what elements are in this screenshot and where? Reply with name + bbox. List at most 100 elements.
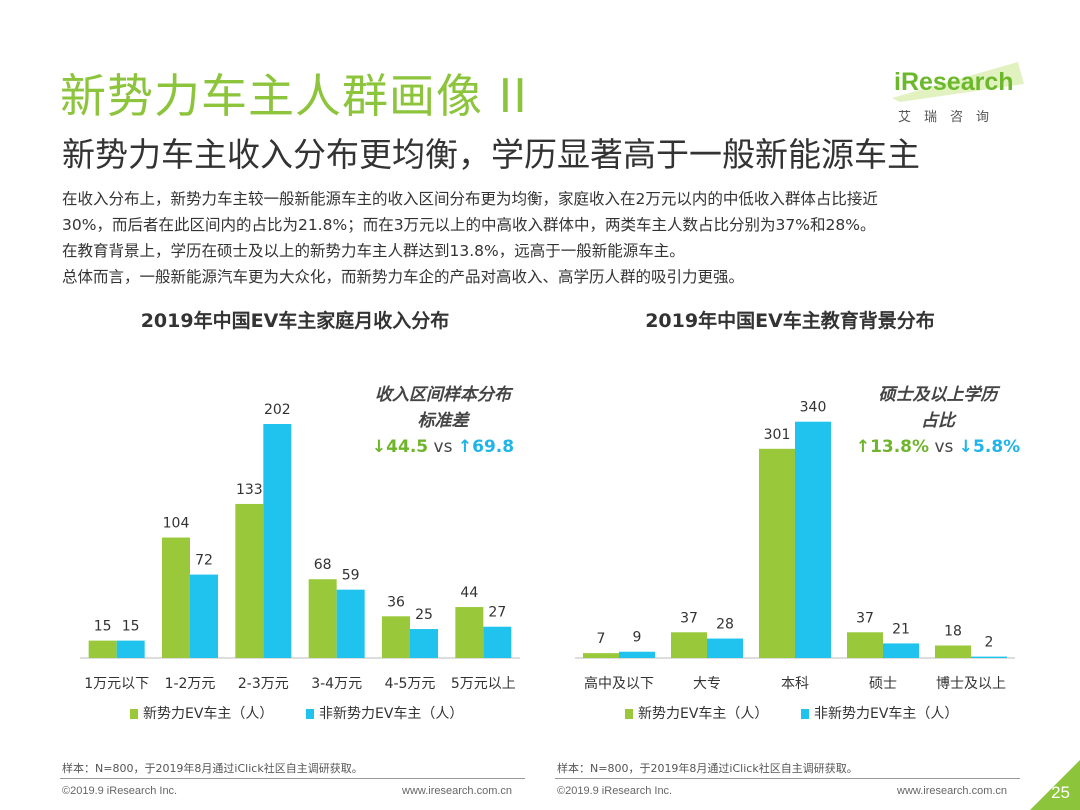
data-label-0-2: 301 bbox=[764, 427, 791, 443]
annotation-values: ↓44.5 vs ↑69.8 bbox=[372, 437, 514, 457]
page-number: 25 bbox=[1051, 783, 1070, 802]
data-label-1-0: 15 bbox=[122, 619, 140, 635]
data-label-0-1: 37 bbox=[680, 610, 698, 626]
footer-copyright-right: ©2019.9 iResearch Inc. bbox=[557, 785, 673, 797]
legend-swatch-0 bbox=[625, 709, 633, 719]
legend-label-0: 新势力EV车主（人） bbox=[638, 705, 768, 722]
bar-non-new-force-2 bbox=[795, 421, 831, 658]
bar-non-new-force-3 bbox=[883, 643, 919, 658]
iresearch-logo: iResearch 艾瑞咨询 bbox=[890, 58, 1030, 128]
annotation-values: ↑13.8% vs ↓5.8% bbox=[856, 437, 1020, 457]
legend-swatch-1 bbox=[306, 709, 314, 719]
data-label-1-1: 72 bbox=[195, 553, 213, 569]
data-label-1-3: 21 bbox=[892, 621, 910, 637]
paragraph-3: 在教育背景上，学历在硕士及以上的新势力车主人群达到13.8%，远高于一般新能源车… bbox=[62, 242, 685, 260]
bar-non-new-force-3 bbox=[336, 589, 365, 658]
bar-non-new-force-1 bbox=[190, 574, 218, 658]
bar-new-force-5 bbox=[455, 607, 484, 658]
bar-new-force-0 bbox=[583, 653, 619, 658]
education-chart: 7 9 高中及以下 37 28 大专 301 340 本科 37 21 硕士 18 2 博士及以上 硕士及以上… bbox=[555, 340, 1025, 740]
annotation-arrow1: ↑ bbox=[856, 437, 870, 457]
footer-url-left: www.iresearch.com.cn bbox=[402, 785, 513, 797]
bar-new-force-3 bbox=[847, 632, 883, 658]
bar-new-force-2 bbox=[235, 503, 264, 658]
category-label-2: 本科 bbox=[781, 676, 809, 692]
bar-non-new-force-1 bbox=[707, 638, 743, 658]
logo-brand: iResearch bbox=[894, 68, 1014, 96]
income-chart-svg: 15 15 1万元以下 104 72 1-2万元 133 202 2-3万元 68 59 3-4万元 3… bbox=[80, 385, 520, 722]
bar-new-force-4 bbox=[935, 645, 971, 658]
footnote-income: 样本：N=800，于2019年8月通过iClick社区自主调研获取。 bbox=[62, 762, 363, 775]
annotation-line1: 硕士及以上学历 bbox=[879, 385, 1001, 405]
annotation-line2: 占比 bbox=[921, 411, 957, 431]
data-label-1-2: 202 bbox=[264, 402, 291, 418]
annotation-value1: 13.8% bbox=[870, 437, 929, 457]
category-label-4: 4-5万元 bbox=[385, 676, 436, 692]
data-label-1-4: 25 bbox=[415, 607, 433, 623]
annotation-value2: 5.8% bbox=[973, 437, 1020, 457]
data-label-1-2: 340 bbox=[800, 400, 827, 416]
annotation-value1: 44.5 bbox=[386, 437, 428, 457]
annotation-arrow2: ↑ bbox=[458, 437, 472, 457]
data-label-1-3: 59 bbox=[342, 568, 360, 584]
annotation-line1: 收入区间样本分布 bbox=[375, 385, 514, 405]
bar-non-new-force-0 bbox=[619, 651, 655, 658]
bar-non-new-force-5 bbox=[483, 626, 512, 658]
annotation-vs: vs bbox=[929, 437, 959, 457]
category-label-0: 1万元以下 bbox=[84, 676, 149, 692]
category-label-5: 5万元以上 bbox=[451, 676, 516, 692]
paragraph-2: 30%，而后者在此区间内的占比为21.8%；而在3万元以上的中高收入群体中，两类… bbox=[62, 216, 876, 234]
category-label-1: 1-2万元 bbox=[165, 676, 216, 692]
category-label-2: 2-3万元 bbox=[238, 676, 289, 692]
category-label-1: 大专 bbox=[693, 676, 721, 692]
category-label-0: 高中及以下 bbox=[584, 675, 654, 692]
bar-non-new-force-0 bbox=[116, 640, 145, 658]
data-label-0-3: 68 bbox=[314, 557, 332, 573]
bar-new-force-4 bbox=[382, 616, 410, 658]
paragraph-4: 总体而言，一般新能源汽车更为大众化，而新势力车企的产品对高收入、高学历人群的吸引… bbox=[62, 268, 745, 286]
data-label-1-5: 27 bbox=[488, 605, 506, 621]
data-label-0-4: 36 bbox=[387, 594, 405, 610]
data-label-0-2: 133 bbox=[236, 482, 263, 498]
bar-non-new-force-2 bbox=[263, 424, 292, 658]
bar-new-force-3 bbox=[308, 579, 337, 658]
data-label-0-4: 18 bbox=[944, 623, 962, 639]
data-label-0-0: 7 bbox=[597, 631, 606, 647]
bar-non-new-force-4 bbox=[410, 629, 438, 658]
page-title: 新势力车主人群画像 II bbox=[60, 69, 528, 123]
page-subtitle: 新势力车主收入分布更均衡，学历显著高于一般新能源车主 bbox=[62, 135, 920, 174]
legend-label-0: 新势力EV车主（人） bbox=[143, 705, 273, 722]
category-label-3: 硕士 bbox=[869, 676, 897, 692]
data-label-0-0: 15 bbox=[94, 619, 112, 635]
annotation-arrow1: ↓ bbox=[372, 437, 386, 457]
education-chart-svg: 7 9 高中及以下 37 28 大专 301 340 本科 37 21 硕士 18 2 博士及以上 硕士及以上… bbox=[575, 385, 1020, 722]
bar-non-new-force-4 bbox=[971, 656, 1007, 658]
data-label-1-0: 9 bbox=[633, 630, 642, 646]
legend-swatch-1 bbox=[801, 709, 809, 719]
legend-label-1: 非新势力EV车主（人） bbox=[319, 705, 463, 722]
data-label-0-1: 104 bbox=[163, 516, 190, 532]
annotation-vs: vs bbox=[428, 437, 458, 457]
paragraph-1: 在收入分布上，新势力车主较一般新能源车主的收入区间分布更为均衡，家庭收入在2万元… bbox=[62, 190, 878, 208]
income-chart: 15 15 1万元以下 104 72 1-2万元 133 202 2-3万元 68 59 3-4万元 3… bbox=[60, 340, 530, 740]
footer-divider-right bbox=[555, 778, 1020, 779]
bar-new-force-0 bbox=[88, 640, 117, 658]
chart-title-income: 2019年中国EV车主家庭月收入分布 bbox=[140, 310, 450, 332]
annotation-arrow2: ↓ bbox=[959, 437, 973, 457]
category-label-3: 3-4万元 bbox=[311, 676, 362, 692]
annotation-value2: 69.8 bbox=[472, 437, 514, 457]
footer-divider-left bbox=[60, 778, 525, 779]
chart-title-education: 2019年中国EV车主教育背景分布 bbox=[645, 310, 935, 332]
bar-new-force-2 bbox=[759, 448, 795, 658]
data-label-1-4: 2 bbox=[985, 635, 994, 651]
annotation-line2: 标准差 bbox=[418, 411, 471, 431]
data-label-1-1: 28 bbox=[716, 617, 734, 633]
category-label-4: 博士及以上 bbox=[936, 675, 1006, 692]
data-label-0-5: 44 bbox=[460, 585, 478, 601]
logo-swoosh-icon bbox=[892, 62, 1024, 102]
footer-copyright-left: ©2019.9 iResearch Inc. bbox=[62, 785, 178, 797]
footer-url-right: www.iresearch.com.cn bbox=[897, 785, 1008, 797]
footnote-education: 样本：N=800，于2019年8月通过iClick社区自主调研获取。 bbox=[557, 762, 858, 775]
legend-swatch-0 bbox=[130, 709, 138, 719]
page-corner-shape bbox=[1030, 760, 1080, 810]
